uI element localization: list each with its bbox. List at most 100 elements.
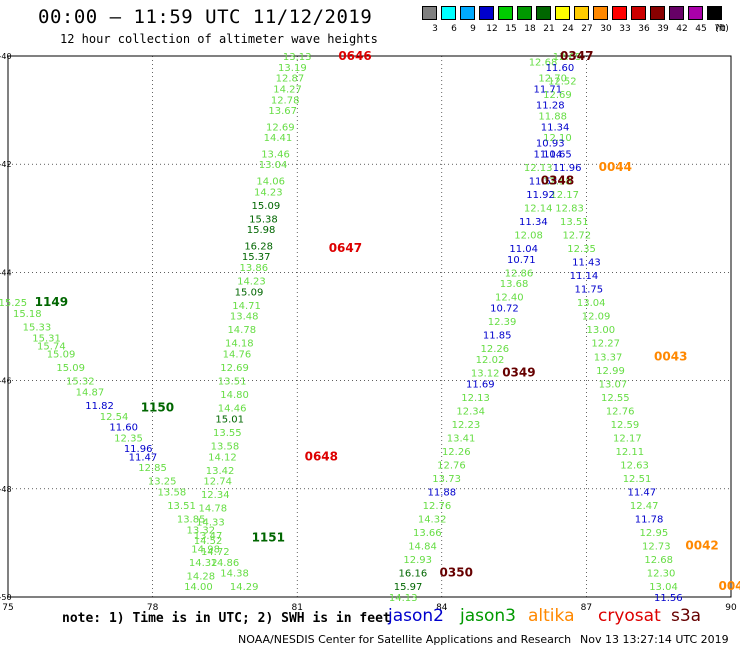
scale-label: 12 xyxy=(486,24,498,34)
satellite-s3a: s3a xyxy=(671,606,702,626)
swh-observation: 11.56 xyxy=(654,593,683,604)
swh-observation: 13.13 xyxy=(283,52,312,63)
swh-observation: 13.07 xyxy=(599,379,628,390)
swh-observation: 12.26 xyxy=(480,344,509,355)
map-subtitle: 12 hour collection of altimeter wave hei… xyxy=(60,32,378,46)
swh-observation: 12.69 xyxy=(266,122,295,133)
swh-observation: 12.23 xyxy=(452,420,481,431)
swh-observation: 10.72 xyxy=(490,304,519,315)
scale-label: 15 xyxy=(505,24,517,34)
swh-observation: 14.06 xyxy=(256,176,285,187)
swh-observation: 13.04 xyxy=(259,160,288,171)
swh-observation: 13.66 xyxy=(413,528,442,539)
pass-time-label: 0042 xyxy=(685,539,718,553)
scale-label: 27 xyxy=(581,24,593,34)
swh-observation: 13.58 xyxy=(158,488,187,499)
scale-label: 9 xyxy=(470,24,476,34)
swh-observation: 15.38 xyxy=(249,214,278,225)
swh-observation: 15.37 xyxy=(242,252,271,263)
swh-observation: 12.70 xyxy=(538,74,567,85)
swh-observation: 14.23 xyxy=(237,277,266,288)
swh-observation: 13.51 xyxy=(560,217,589,228)
swh-observation: 12.35 xyxy=(114,433,143,444)
swh-observation: 11.75 xyxy=(574,285,603,296)
scale-label: 42 xyxy=(676,24,688,34)
swh-observation: 11.78 xyxy=(635,515,664,526)
scale-swatch xyxy=(422,6,437,20)
swh-observation: 14.84 xyxy=(408,542,437,553)
swh-observation: 11.34 xyxy=(519,217,548,228)
satellite-jason2: jason2 xyxy=(388,606,444,626)
scale-swatch xyxy=(555,6,570,20)
swh-observation: 14.32 xyxy=(189,558,218,569)
swh-observation: 11.88 xyxy=(538,112,567,123)
swh-observation: 12.55 xyxy=(601,393,630,404)
longitude-label: 78 xyxy=(147,603,159,613)
scale-swatch xyxy=(707,6,722,20)
swh-observation: 11.82 xyxy=(85,401,114,412)
pass-time-label: 0044 xyxy=(599,160,632,174)
swh-observation: 11.92 xyxy=(526,190,555,201)
swh-observation: 13.19 xyxy=(278,63,307,74)
footer-note: note: 1) Time is in UTC; 2) SWH is in fe… xyxy=(62,611,391,626)
scale-label: 30 xyxy=(600,24,612,34)
swh-observation: 13.86 xyxy=(239,263,268,274)
swh-observation: 12.35 xyxy=(567,244,596,255)
latitude-label: -44 xyxy=(0,268,12,277)
pass-time-label: 0646 xyxy=(338,49,371,63)
scale-label: 36 xyxy=(638,24,650,34)
swh-observation: 12.52 xyxy=(548,76,577,87)
swh-observation: 11.60 xyxy=(109,423,138,434)
scale-unit: (ft) xyxy=(715,24,729,34)
map-title: 00:00 – 11:59 UTC 11/12/2019 xyxy=(38,6,373,28)
swh-observation: 15.01 xyxy=(215,414,244,425)
swh-observation: 14.28 xyxy=(186,571,215,582)
swh-observation: 15.09 xyxy=(56,363,85,374)
swh-observation: 14.27 xyxy=(273,84,302,95)
swh-observation: 14.13 xyxy=(389,593,418,604)
swh-observation: 14.46 xyxy=(218,404,247,415)
swh-observation: 14.86 xyxy=(211,558,240,569)
swh-observation: 12.09 xyxy=(582,312,611,323)
swh-observation: 15.32 xyxy=(66,377,95,388)
scale-label: 24 xyxy=(562,24,574,34)
longitude-label: 87 xyxy=(581,603,592,613)
swh-observation: 14.78 xyxy=(227,325,256,336)
swh-observation: 14.71 xyxy=(232,301,261,312)
satellite-altika: altika xyxy=(528,606,575,626)
pass-time-label: 004 xyxy=(718,579,740,593)
swh-observation: 13.51 xyxy=(218,377,247,388)
pass-time-label: 1150 xyxy=(141,401,174,415)
swh-observation: 12.47 xyxy=(630,501,659,512)
scale-label: 21 xyxy=(543,24,555,34)
swh-observation: 12.93 xyxy=(403,555,432,566)
swh-observation: 10.93 xyxy=(536,139,565,150)
pass-time-label: 0350 xyxy=(440,566,473,580)
swh-observation: 12.76 xyxy=(423,501,452,512)
pass-time-label: 0647 xyxy=(329,241,362,255)
swh-observation: 12.69 xyxy=(543,90,572,101)
pass-time-label: 0349 xyxy=(502,365,535,379)
scale-label: 39 xyxy=(657,24,669,34)
swh-observation: 12.27 xyxy=(591,339,620,350)
swh-observation: 15.09 xyxy=(235,287,264,298)
swh-observation: 11.04 xyxy=(534,149,563,160)
satellite-jason3: jason3 xyxy=(460,606,516,626)
generation-timestamp: Nov 13 13:27:14 UTC 2019 xyxy=(580,633,729,646)
swh-observation: 13.12 xyxy=(471,368,500,379)
scale-label: 70 xyxy=(714,24,726,34)
scale-swatch xyxy=(517,6,532,20)
swh-observation: 14.23 xyxy=(254,187,283,198)
scale-label: 6 xyxy=(451,24,457,34)
scale-swatch xyxy=(631,6,646,20)
swh-observation: 12.14 xyxy=(524,203,553,214)
swh-observation: 15.98 xyxy=(247,225,276,236)
swh-observation: 13.47 xyxy=(194,531,223,542)
swh-observation: 11.60 xyxy=(546,63,575,74)
swh-observation: 12.69 xyxy=(220,363,249,374)
swh-observation: 13.41 xyxy=(447,433,476,444)
scale-swatch xyxy=(536,6,551,20)
swh-observation: 11.71 xyxy=(534,84,563,95)
pass-time-label: 0347 xyxy=(560,49,593,63)
